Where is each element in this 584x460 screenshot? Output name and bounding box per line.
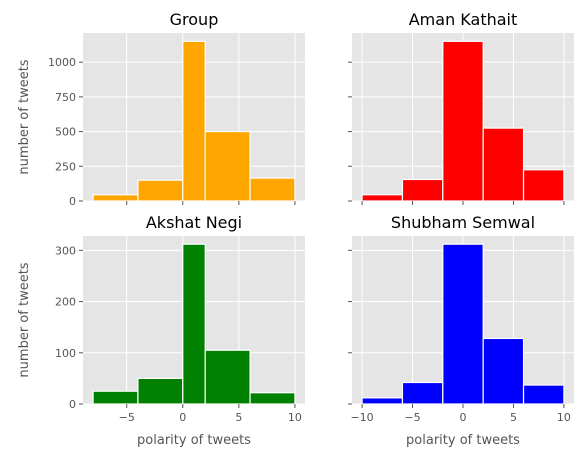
y-axis-label: number of tweets [17, 59, 32, 174]
x-axis-label: polarity of tweets [406, 433, 520, 448]
histogram-bar [442, 40, 484, 202]
x-tick-label: 10 [288, 411, 302, 424]
x-tick-label: −10 [350, 411, 373, 424]
histogram-bar [204, 130, 251, 202]
x-tick-label: 5 [235, 411, 242, 424]
histogram-bar [361, 397, 404, 405]
histogram-bar [249, 392, 296, 405]
y-tick-label: 250 [55, 160, 76, 173]
subplot-4: −10 −5 0 5 10 Shubham Semwal polarity of tweet… [348, 213, 574, 448]
subplot-title: Group [170, 10, 219, 29]
histogram-bar [182, 243, 206, 405]
histogram-bar [482, 127, 525, 202]
subplot-title: Aman Kathait [409, 10, 518, 29]
histogram-bar [92, 390, 139, 405]
x-axis-label: polarity of tweets [137, 433, 251, 448]
histogram-bar [401, 381, 444, 405]
histogram-bar [204, 349, 251, 405]
y-tick-label: 0 [69, 398, 76, 411]
subplot-2: Aman Kathait [348, 10, 574, 205]
y-tick-label: 500 [55, 126, 76, 139]
x-tick-label: 0 [460, 411, 467, 424]
histogram-bar [401, 178, 444, 202]
y-tick-label: 300 [55, 244, 76, 257]
subplot-3: 0 100 200 300 −5 0 5 10 Akshat Negi number of twe… [17, 213, 305, 448]
x-tick-label: −5 [404, 411, 420, 424]
subplot-1: 0 250 500 750 1000 Group number of tweets [17, 10, 305, 208]
x-tick-label: −5 [119, 411, 135, 424]
y-tick-label: 100 [55, 347, 76, 360]
histogram-bar [137, 377, 184, 405]
y-tick-label: 750 [55, 91, 76, 104]
histogram-bar [182, 40, 206, 202]
y-tick-label: 1000 [48, 56, 76, 69]
x-tick-label: 10 [557, 411, 571, 424]
y-axis-label: number of tweets [17, 262, 32, 377]
y-tick-label: 0 [69, 195, 76, 208]
subplot-title: Shubham Semwal [391, 213, 535, 232]
histogram-bar [137, 179, 184, 202]
x-tick-label: 5 [510, 411, 517, 424]
histogram-bar [442, 243, 484, 405]
histogram-bar [522, 384, 565, 405]
histogram-bar [482, 337, 525, 405]
histogram-bar [92, 194, 139, 202]
histogram-bar [361, 194, 404, 202]
histogram-bar [249, 177, 296, 202]
x-tick-label: 0 [179, 411, 186, 424]
y-tick-label: 200 [55, 296, 76, 309]
subplot-title: Akshat Negi [146, 213, 242, 232]
histogram-bar [522, 169, 565, 202]
